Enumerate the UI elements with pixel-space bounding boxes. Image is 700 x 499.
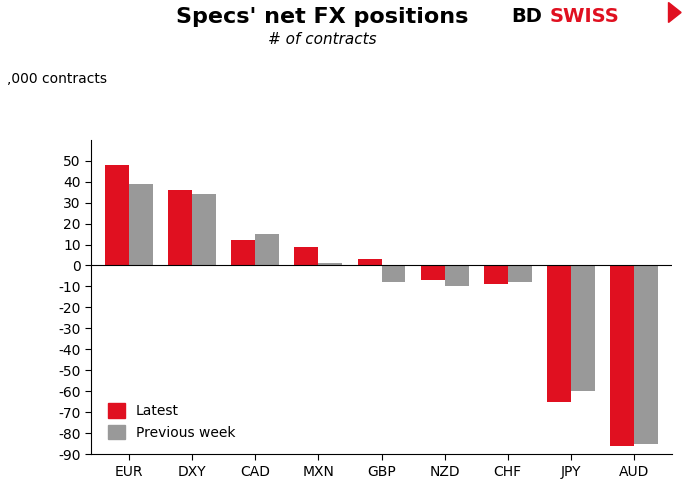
Bar [105,165,129,265]
Bar [295,247,318,265]
Bar [318,263,342,265]
Text: ,000 contracts: ,000 contracts [7,72,107,86]
Bar [382,265,405,282]
Bar [168,190,192,265]
Bar [192,194,216,265]
Bar [444,265,469,286]
Bar [358,259,382,265]
Bar [129,184,153,265]
Bar [508,265,532,282]
Text: BD: BD [511,7,542,26]
Text: Specs' net FX positions: Specs' net FX positions [176,7,468,27]
Text: SWISS: SWISS [550,7,620,26]
Text: # of contracts: # of contracts [267,32,377,47]
Legend: Latest, Previous week: Latest, Previous week [104,399,239,444]
Bar [231,241,255,265]
Bar [547,265,571,402]
Bar [634,265,658,444]
Bar [610,265,634,446]
Bar [421,265,444,280]
Bar [571,265,595,391]
Bar [256,234,279,265]
Bar [484,265,508,284]
